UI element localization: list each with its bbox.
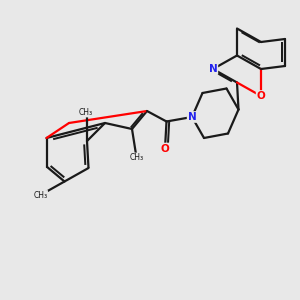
Text: N: N: [208, 64, 217, 74]
Text: N: N: [188, 112, 196, 122]
Text: CH₃: CH₃: [33, 190, 48, 200]
Text: O: O: [256, 91, 266, 101]
Text: CH₃: CH₃: [129, 153, 144, 162]
Text: O: O: [160, 143, 169, 154]
Text: CH₃: CH₃: [78, 108, 93, 117]
